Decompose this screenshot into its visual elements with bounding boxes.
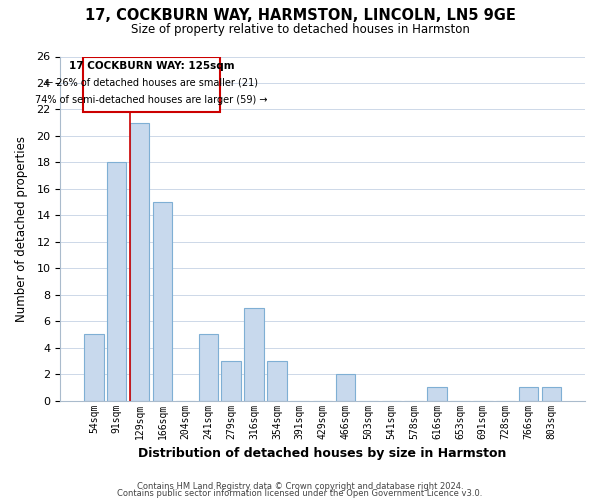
FancyBboxPatch shape bbox=[83, 56, 220, 112]
Bar bbox=[427, 388, 447, 400]
Text: ← 26% of detached houses are smaller (21): ← 26% of detached houses are smaller (21… bbox=[45, 78, 258, 88]
Text: Contains HM Land Registry data © Crown copyright and database right 2024.: Contains HM Land Registry data © Crown c… bbox=[137, 482, 463, 491]
Text: Size of property relative to detached houses in Harmston: Size of property relative to detached ho… bbox=[131, 22, 469, 36]
Text: 74% of semi-detached houses are larger (59) →: 74% of semi-detached houses are larger (… bbox=[35, 95, 268, 105]
Text: 17, COCKBURN WAY, HARMSTON, LINCOLN, LN5 9GE: 17, COCKBURN WAY, HARMSTON, LINCOLN, LN5… bbox=[85, 8, 515, 22]
Text: Contains public sector information licensed under the Open Government Licence v3: Contains public sector information licen… bbox=[118, 490, 482, 498]
Text: 17 COCKBURN WAY: 125sqm: 17 COCKBURN WAY: 125sqm bbox=[69, 61, 235, 71]
Bar bbox=[221, 361, 241, 401]
Bar bbox=[130, 122, 149, 400]
Bar bbox=[84, 334, 104, 400]
Bar bbox=[267, 361, 287, 401]
Bar bbox=[199, 334, 218, 400]
Bar bbox=[519, 388, 538, 400]
Bar bbox=[542, 388, 561, 400]
X-axis label: Distribution of detached houses by size in Harmston: Distribution of detached houses by size … bbox=[139, 447, 507, 460]
Bar bbox=[336, 374, 355, 400]
Bar bbox=[153, 202, 172, 400]
Bar bbox=[244, 308, 264, 400]
Bar bbox=[107, 162, 127, 400]
Y-axis label: Number of detached properties: Number of detached properties bbox=[15, 136, 28, 322]
